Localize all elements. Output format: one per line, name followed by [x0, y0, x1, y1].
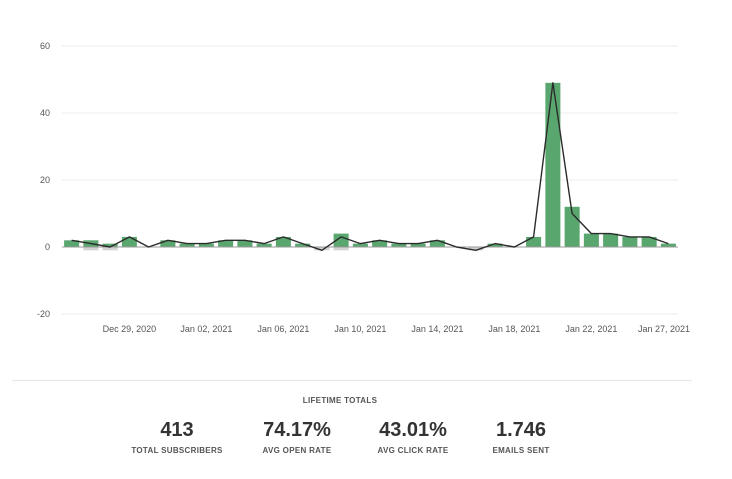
negative-bar	[314, 247, 330, 251]
bar	[583, 233, 599, 247]
bar	[603, 233, 619, 247]
bar	[160, 240, 176, 247]
stat-value: 413	[160, 419, 194, 441]
stat-value: 43.01%	[379, 419, 447, 441]
section-divider	[12, 380, 692, 381]
lifetime-totals-title: LIFETIME TOTALS	[302, 396, 378, 405]
y-tick-label: 40	[40, 108, 50, 118]
bar	[179, 243, 195, 247]
y-tick-label: 60	[40, 41, 50, 51]
bar	[429, 240, 445, 247]
bar-series	[64, 82, 676, 247]
bar	[237, 240, 253, 247]
stat-avg-open-rate: 74.17% AVG OPEN RATE	[232, 418, 362, 455]
bar	[660, 243, 676, 247]
stat-avg-click-rate: 43.01% AVG CLICK RATE	[348, 418, 478, 455]
negative-bar	[468, 247, 484, 251]
bar	[275, 236, 291, 247]
x-tick-label: Jan 27, 2021	[638, 324, 690, 334]
x-tick-label: Jan 18, 2021	[488, 324, 540, 334]
bar	[295, 243, 311, 247]
negative-bar	[83, 247, 99, 251]
bar	[256, 243, 272, 247]
x-tick-label: Jan 02, 2021	[180, 324, 232, 334]
negative-bar	[333, 247, 349, 251]
bar	[391, 243, 407, 247]
bar	[526, 236, 542, 247]
y-tick-label: 20	[40, 175, 50, 185]
bar	[622, 236, 638, 247]
trend-line	[71, 82, 669, 252]
bar	[352, 243, 368, 247]
stat-label: AVG CLICK RATE	[377, 446, 449, 455]
stat-value: 74.17%	[263, 419, 331, 441]
negative-bar	[102, 247, 118, 251]
bar	[333, 233, 349, 247]
x-tick-label: Jan 06, 2021	[257, 324, 309, 334]
stat-label: TOTAL SUBSCRIBERS	[131, 446, 223, 455]
x-tick-label: Jan 14, 2021	[411, 324, 463, 334]
bar	[121, 236, 137, 247]
bar	[641, 236, 657, 247]
stat-value: 1.746	[495, 419, 547, 441]
bar	[198, 243, 214, 247]
bar	[545, 82, 561, 247]
stat-emails-sent: 1.746 EMAILS SENT	[456, 418, 586, 455]
x-tick-label: Dec 29, 2020	[103, 324, 157, 334]
bar	[218, 240, 234, 247]
line-series	[71, 82, 669, 252]
bar	[64, 240, 80, 247]
stat-label: EMAILS SENT	[492, 446, 550, 455]
stat-total-subscribers: 413 TOTAL SUBSCRIBERS	[112, 418, 242, 455]
negative-bar-series	[83, 247, 484, 251]
x-tick-label: Jan 10, 2021	[334, 324, 386, 334]
bar	[410, 243, 426, 247]
y-axis: 60 40 20 0 -20	[37, 41, 50, 319]
bar	[372, 240, 388, 247]
bar	[102, 243, 118, 247]
x-axis: Dec 29, 2020 Jan 02, 2021 Jan 06, 2021 Jan …	[103, 324, 690, 334]
bar	[487, 243, 503, 247]
y-tick-label: 0	[45, 242, 50, 252]
chart-grid	[62, 45, 678, 315]
stat-label: AVG OPEN RATE	[262, 446, 332, 455]
y-tick-label: -20	[37, 309, 50, 319]
x-tick-label: Jan 22, 2021	[565, 324, 617, 334]
subscribers-chart: 60 40 20 0 -20 Dec 29, 2020 Jan 02, 2021 Jan 0…	[37, 41, 690, 334]
